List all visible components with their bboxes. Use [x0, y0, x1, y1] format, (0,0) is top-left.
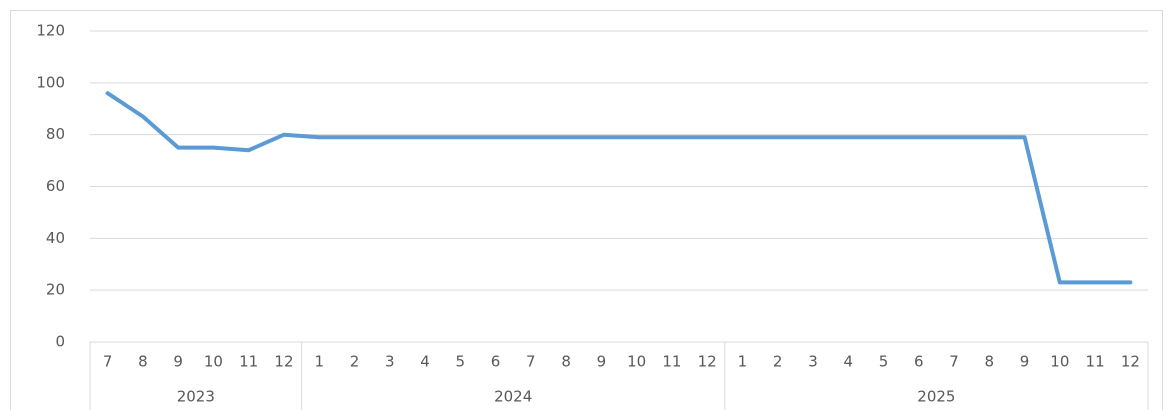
- x-tick-label: 12: [698, 353, 717, 371]
- x-tick-label: 2: [350, 353, 360, 371]
- x-tick-label: 6: [491, 353, 501, 371]
- x-tick-label: 10: [627, 353, 646, 371]
- x-tick-label: 2: [773, 353, 783, 371]
- x-tick-label: 1: [738, 353, 748, 371]
- x-tick-label: 7: [526, 353, 536, 371]
- x-tick-label: 9: [173, 353, 183, 371]
- line: [105, 91, 1133, 285]
- x-tick-label: 3: [385, 353, 395, 371]
- y-tick-label: 100: [36, 73, 65, 91]
- x-tick-label: 11: [239, 353, 258, 371]
- y-tick-label: 80: [46, 125, 65, 143]
- x-tick-label: 8: [985, 353, 995, 371]
- x-tick-label: 8: [561, 353, 571, 371]
- x-tick-label: 5: [456, 353, 466, 371]
- y-tick-label: 120: [36, 22, 65, 40]
- x-tick-label: 10: [1050, 353, 1069, 371]
- x-tick-label: 3: [808, 353, 818, 371]
- x-tick-label: 9: [1020, 353, 1030, 371]
- x-tick-label: 7: [949, 353, 959, 371]
- y-tick-label: 20: [46, 281, 65, 299]
- x-tick-label: 1: [314, 353, 324, 371]
- y-tick-label: 0: [55, 333, 65, 351]
- x-tick-label: 12: [274, 353, 293, 371]
- x-tick-label: 11: [1086, 353, 1105, 371]
- y-tick-label: 40: [46, 229, 65, 247]
- x-tick-label: 5: [879, 353, 889, 371]
- x-tick-label: 9: [597, 353, 607, 371]
- x-tick-label: 4: [420, 353, 430, 371]
- x-tick-label: 10: [204, 353, 223, 371]
- x-tick-label: 8: [138, 353, 148, 371]
- year-label: 2024: [494, 388, 532, 406]
- x-tick-label: 4: [843, 353, 853, 371]
- x-tick-label: 11: [662, 353, 681, 371]
- year-label: 2023: [177, 388, 215, 406]
- x-tick-label: 12: [1121, 353, 1140, 371]
- x-tick-label: 7: [103, 353, 113, 371]
- year-label: 2025: [917, 388, 955, 406]
- chart-border: [10, 10, 1163, 410]
- x-tick-label: 6: [914, 353, 924, 371]
- y-tick-label: 60: [46, 177, 65, 195]
